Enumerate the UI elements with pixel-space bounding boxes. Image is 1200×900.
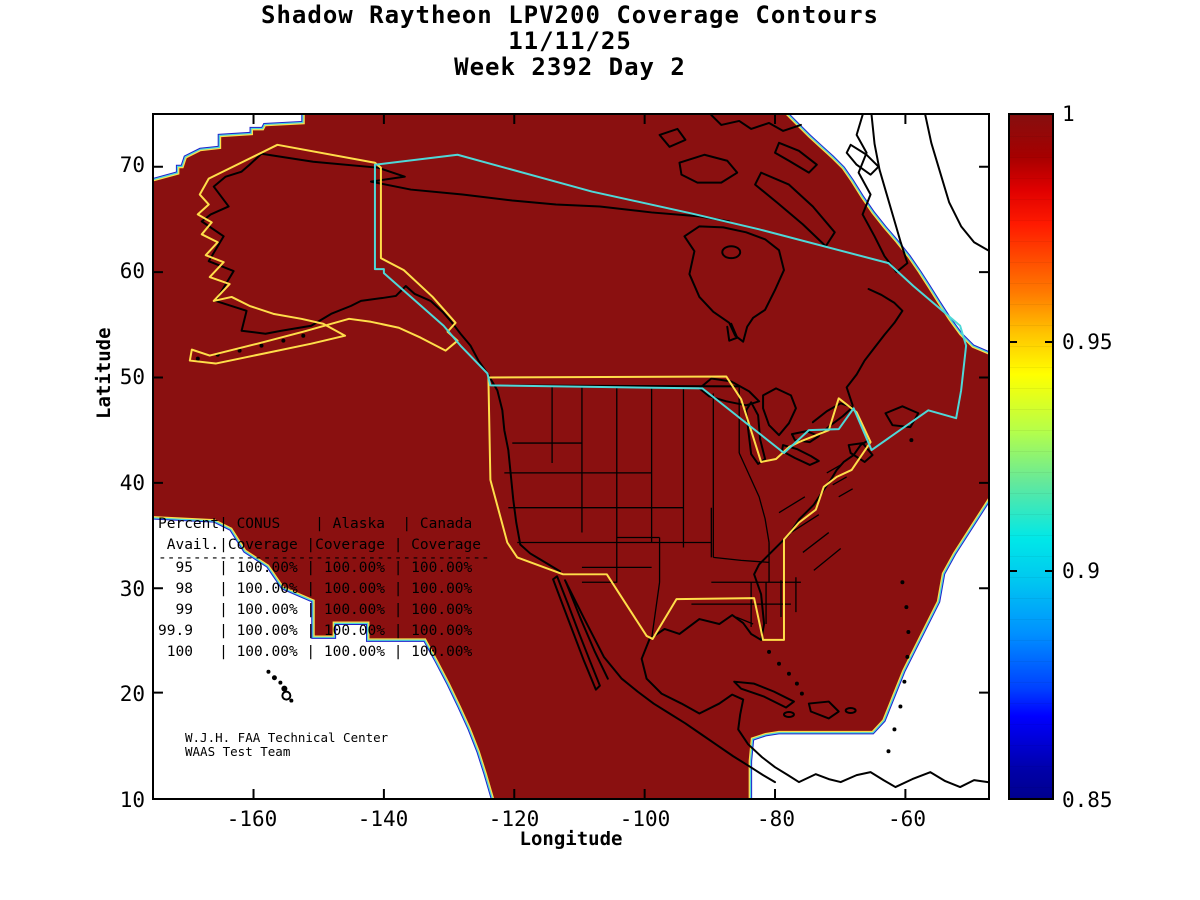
gulf-of-california	[565, 581, 609, 680]
james-bay	[726, 322, 739, 342]
coverage-map-svg	[154, 115, 988, 798]
puerto-rico	[844, 707, 857, 714]
coastlines	[200, 115, 988, 789]
colorbar-tick-mark	[1045, 341, 1052, 343]
x-tick-n120: -120	[488, 807, 540, 831]
table-row: 95 | 100.00% | 100.00% | 100.00%	[158, 560, 473, 576]
table-row: 99 | 100.00% | 100.00% | 100.00%	[158, 602, 473, 618]
colorbar-label-095: 0.95	[1062, 330, 1113, 354]
conus-contour	[487, 375, 872, 641]
banks-island	[658, 127, 687, 148]
greenland-east-coast	[924, 115, 988, 252]
y-tick-50: 50	[119, 365, 145, 389]
mexico-pacific-coast	[564, 579, 777, 784]
table-header-line-1: Percent| CONUS | Alaska | Canada	[158, 516, 473, 532]
figure-title: Shadow Raytheon LPV200 Coverage Contours…	[130, 2, 1010, 80]
table-header-line-2: Avail.|Coverage |Coverage | Coverage	[158, 537, 482, 553]
labrador-coast	[845, 287, 904, 407]
map-plot-area	[152, 113, 990, 800]
hudson-bay	[683, 225, 785, 343]
colorbar-label-1: 1	[1062, 102, 1075, 126]
baja-california	[552, 575, 601, 691]
sable-island	[909, 438, 914, 443]
no-coverage-southwest	[154, 516, 495, 798]
axis-tick-marks	[154, 115, 988, 798]
x-tick-n60: -60	[888, 807, 926, 831]
alaska-west-coastline	[200, 152, 562, 573]
ellesmere-fragment	[845, 143, 880, 176]
state-borders	[504, 386, 853, 640]
arctic-coastline	[260, 152, 731, 223]
coverage-contours-yellow	[188, 143, 872, 641]
y-axis-label: Latitude	[93, 327, 115, 419]
colorbar-tick-mark	[1045, 570, 1052, 572]
nova-scotia	[847, 442, 874, 463]
table-row: 100 | 100.00% | 100.00% | 100.00%	[158, 644, 473, 660]
victoria-island	[678, 153, 739, 184]
jamaica	[782, 711, 795, 718]
colorbar-tick-mark	[1010, 341, 1017, 343]
title-line-3: Week 2392 Day 2	[454, 53, 686, 81]
y-tick-30: 30	[119, 577, 145, 601]
hawaii-island	[266, 669, 271, 674]
credit-line-2: WAAS Test Team	[185, 744, 291, 759]
lesser-antilles	[900, 580, 905, 585]
no-coverage-northwest	[154, 115, 305, 182]
x-tick-n140: -140	[357, 807, 409, 831]
no-coverage-southeast	[748, 498, 988, 798]
y-tick-40: 40	[119, 471, 145, 495]
credit-text: W.J.H. FAA Technical Center WAAS Test Tea…	[185, 731, 388, 759]
colorbar-label-085: 0.85	[1062, 788, 1113, 812]
hawaii-big-island	[281, 690, 292, 701]
x-tick-n100: -100	[619, 807, 671, 831]
x-axis-label: Longitude	[519, 828, 623, 850]
us-east-gulf-coast	[648, 439, 870, 641]
y-tick-10: 10	[119, 788, 145, 812]
devon-island	[774, 141, 818, 174]
cuba	[733, 680, 795, 709]
y-tick-20: 20	[119, 682, 145, 706]
colorbar	[1008, 113, 1054, 800]
bahamas	[767, 649, 772, 654]
parry-islands	[710, 115, 802, 132]
title-line-2: 11/11/25	[508, 27, 632, 55]
x-tick-n160: -160	[226, 807, 278, 831]
lake-huron	[762, 387, 797, 437]
colorbar-tick-mark	[1010, 570, 1017, 572]
colorbar-bands	[1010, 115, 1052, 798]
table-row: 99.9 | 100.00% | 100.00% | 100.00%	[158, 623, 473, 639]
small-islands	[195, 333, 914, 754]
southampton-island	[721, 245, 742, 260]
y-tick-60: 60	[119, 259, 145, 283]
table-row: 98 | 100.00% | 100.00% | 100.00%	[158, 581, 473, 597]
alaska-contour	[188, 143, 459, 365]
canada-contour	[373, 153, 968, 455]
y-tick-70: 70	[119, 153, 145, 177]
credit-line-1: W.J.H. FAA Technical Center	[185, 730, 389, 745]
coverage-table-rows: 95 | 100.00% | 100.00% | 100.00% 98 | 10…	[158, 558, 472, 663]
no-coverage-northeast	[786, 115, 988, 355]
x-tick-n80: -80	[757, 807, 795, 831]
coverage-table-header: Percent| CONUS | Alaska | Canada Avail.|…	[158, 514, 481, 556]
mexico-gulf-caribbean-coast	[640, 637, 988, 789]
lake-ontario	[790, 430, 820, 444]
table-divider: --------------------------------------	[158, 550, 490, 566]
colorbar-label-09: 0.9	[1062, 559, 1100, 583]
hispaniola	[807, 700, 840, 720]
title-line-1: Shadow Raytheon LPV200 Coverage Contours	[261, 1, 879, 29]
